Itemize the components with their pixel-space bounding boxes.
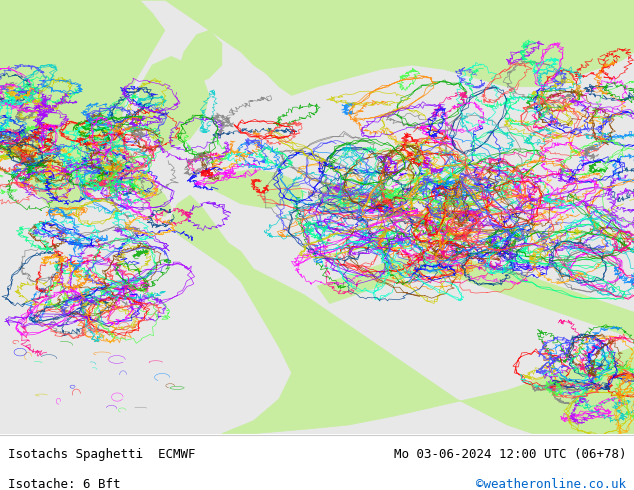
Polygon shape — [317, 251, 634, 338]
Text: Isotache: 6 Bft: Isotache: 6 Bft — [8, 478, 120, 490]
Text: Isotachs Spaghetti  ECMWF: Isotachs Spaghetti ECMWF — [8, 448, 195, 461]
Polygon shape — [171, 195, 634, 434]
Polygon shape — [0, 0, 171, 217]
Polygon shape — [203, 169, 304, 208]
Text: Mo 03-06-2024 12:00 UTC (06+78): Mo 03-06-2024 12:00 UTC (06+78) — [394, 448, 626, 461]
Polygon shape — [0, 26, 32, 152]
Text: ©weatheronline.co.uk: ©weatheronline.co.uk — [476, 478, 626, 490]
Polygon shape — [139, 56, 209, 152]
Polygon shape — [317, 182, 368, 213]
Polygon shape — [139, 0, 634, 96]
Polygon shape — [380, 191, 406, 204]
Polygon shape — [178, 30, 222, 87]
